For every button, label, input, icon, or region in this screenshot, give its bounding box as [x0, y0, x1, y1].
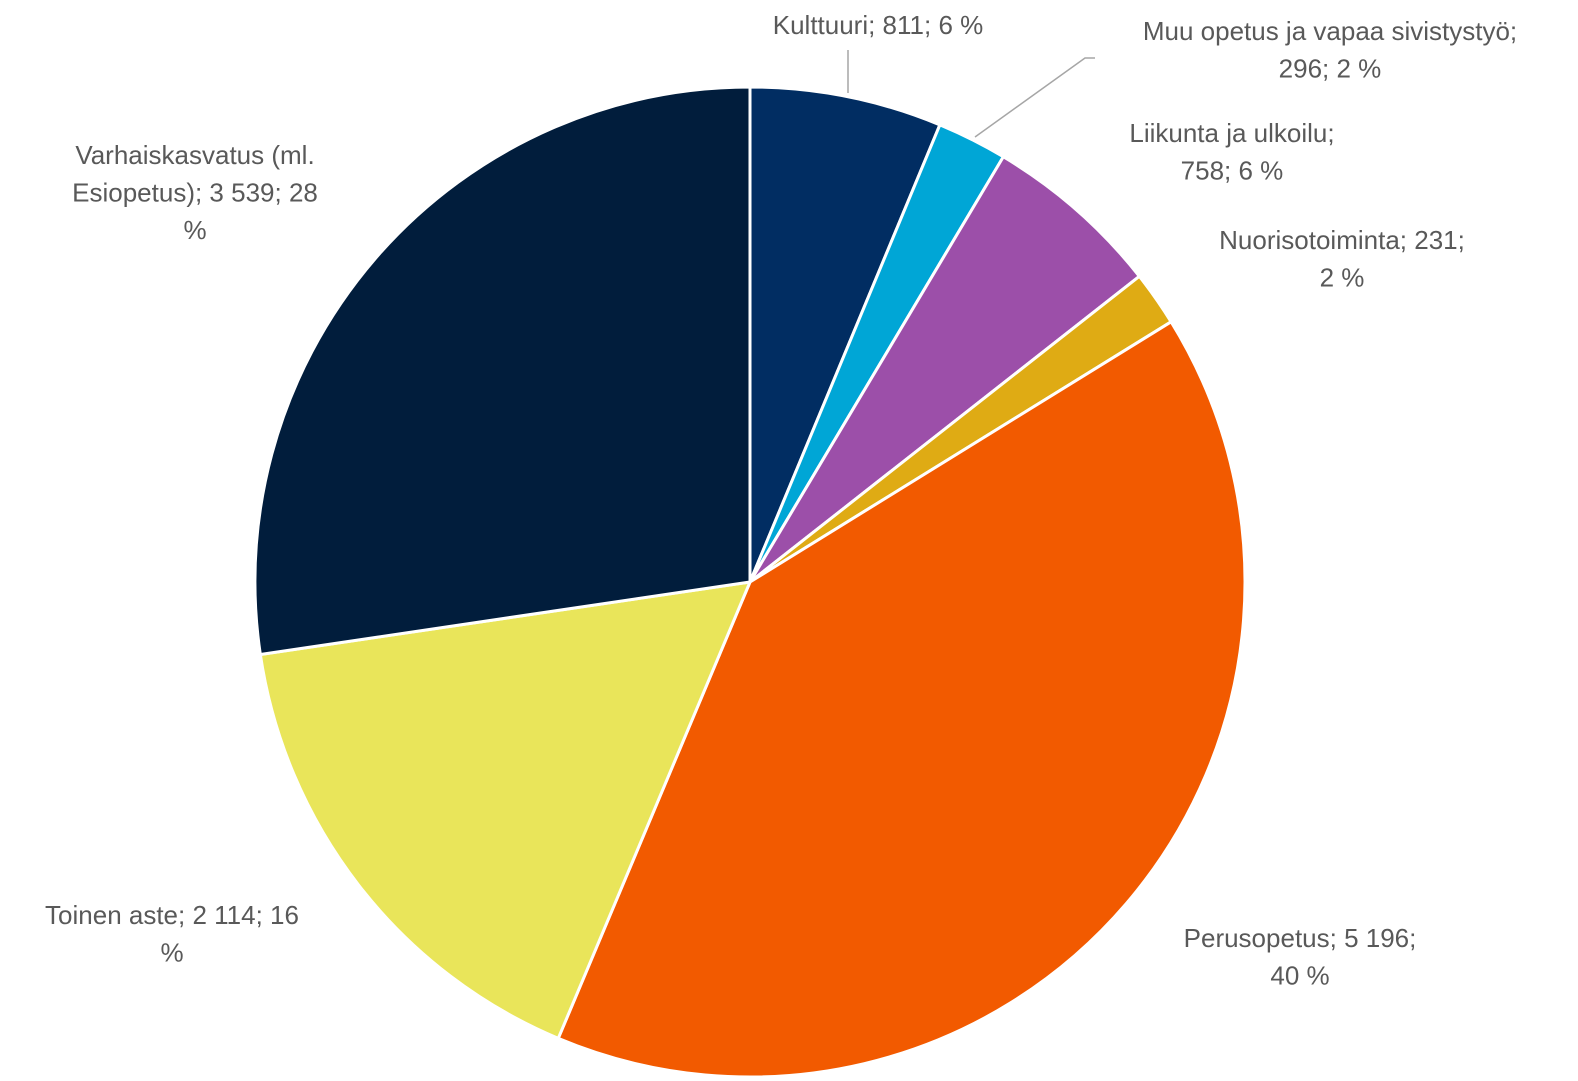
pie	[253, 85, 1247, 1079]
data-label-line: %	[183, 215, 206, 245]
data-label-line: Varhaiskasvatus (ml.	[75, 140, 314, 170]
data-label-line: Kulttuuri; 811; 6 %	[773, 10, 984, 40]
data-label-line: Esiopetus); 3 539; 28	[72, 177, 318, 207]
data-label-line: Nuorisotoiminta; 231;	[1219, 225, 1465, 255]
data-label-line: Liikunta ja ulkoilu;	[1129, 118, 1334, 148]
leader-line	[974, 57, 1095, 138]
data-label-line: Perusopetus; 5 196;	[1184, 923, 1417, 953]
pie-slice	[748, 85, 942, 584]
data-label-line: 758; 6 %	[1181, 155, 1284, 185]
data-label-line: 296; 2 %	[1279, 53, 1382, 83]
data-label: Nuorisotoiminta; 231; 2 %	[1219, 225, 1465, 293]
pie-slice	[748, 155, 1141, 584]
pie-slice	[253, 85, 752, 656]
data-label: Varhaiskasvatus (ml. Esiopetus); 3 539; 2…	[72, 140, 318, 245]
data-label-line: Muu opetus ja vapaa sivistystyö;	[1143, 16, 1517, 46]
data-label-line: %	[160, 937, 183, 967]
pie-slice	[258, 580, 752, 1040]
data-label-line: 2 %	[1320, 262, 1365, 292]
data-label: Liikunta ja ulkoilu; 758; 6 %	[1129, 118, 1334, 186]
data-label: Kulttuuri; 811; 6 %	[773, 10, 984, 40]
pie-slice	[556, 320, 1247, 1079]
data-label: Toinen aste; 2 114; 16%	[45, 900, 299, 968]
data-label: Perusopetus; 5 196; 40 %	[1184, 923, 1417, 991]
data-label-line: 40 %	[1270, 960, 1329, 990]
data-label: Muu opetus ja vapaa sivistystyö; 296; 2 %	[1143, 16, 1517, 84]
data-label-line: Toinen aste; 2 114; 16	[45, 900, 299, 930]
